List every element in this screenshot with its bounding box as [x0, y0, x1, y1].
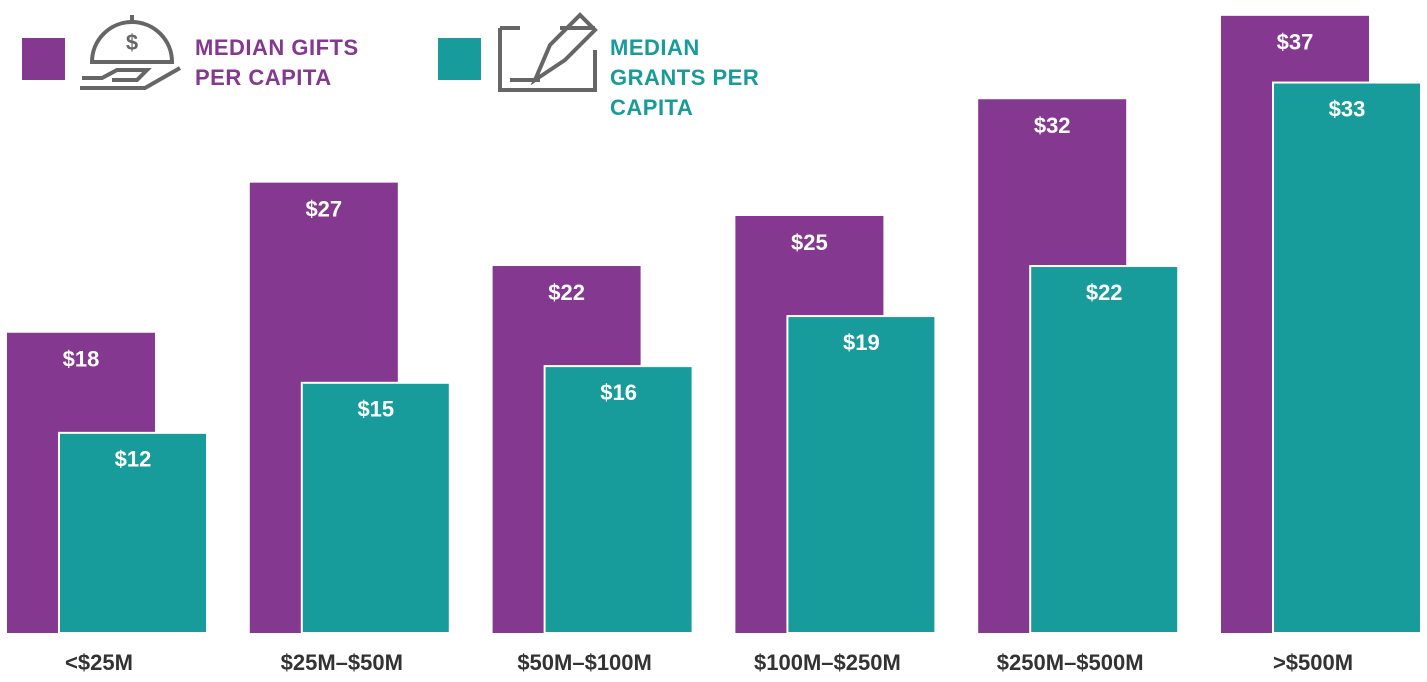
value-label: $33 — [1329, 96, 1366, 121]
legend-swatch — [438, 38, 481, 80]
x-tick-label: $25M–$50M — [281, 650, 403, 675]
legend-label: MEDIAN GRANTS PER CAPITA — [610, 35, 760, 120]
bar — [1272, 81, 1422, 634]
value-label: $27 — [305, 196, 342, 221]
x-tick-label: $50M–$100M — [517, 650, 652, 675]
x-tick-label: $250M–$500M — [997, 650, 1144, 675]
legend-swatch — [22, 38, 65, 80]
bar — [786, 315, 937, 634]
value-label: $22 — [1086, 280, 1123, 305]
value-label: $18 — [63, 347, 100, 372]
x-tick-label: <$25M — [65, 650, 133, 675]
grants-icon — [498, 12, 598, 92]
bar — [1029, 265, 1180, 634]
bar — [58, 431, 208, 634]
value-label: $22 — [548, 280, 585, 305]
value-label: $25 — [791, 230, 828, 255]
x-tick-label: >$500M — [1273, 650, 1353, 675]
value-label: $37 — [1277, 30, 1314, 55]
value-label: $16 — [600, 380, 637, 405]
value-label: $12 — [115, 447, 152, 472]
value-label: $32 — [1034, 113, 1071, 138]
bar — [543, 365, 694, 634]
value-label: $19 — [843, 330, 880, 355]
svg-text:$: $ — [126, 30, 138, 55]
gifts-icon: $ — [80, 15, 181, 90]
value-label: $15 — [357, 397, 394, 422]
x-tick-label: $100M–$250M — [754, 650, 901, 675]
legend-label: MEDIAN GIFTS PER CAPITA — [195, 35, 359, 90]
bar — [300, 381, 451, 634]
